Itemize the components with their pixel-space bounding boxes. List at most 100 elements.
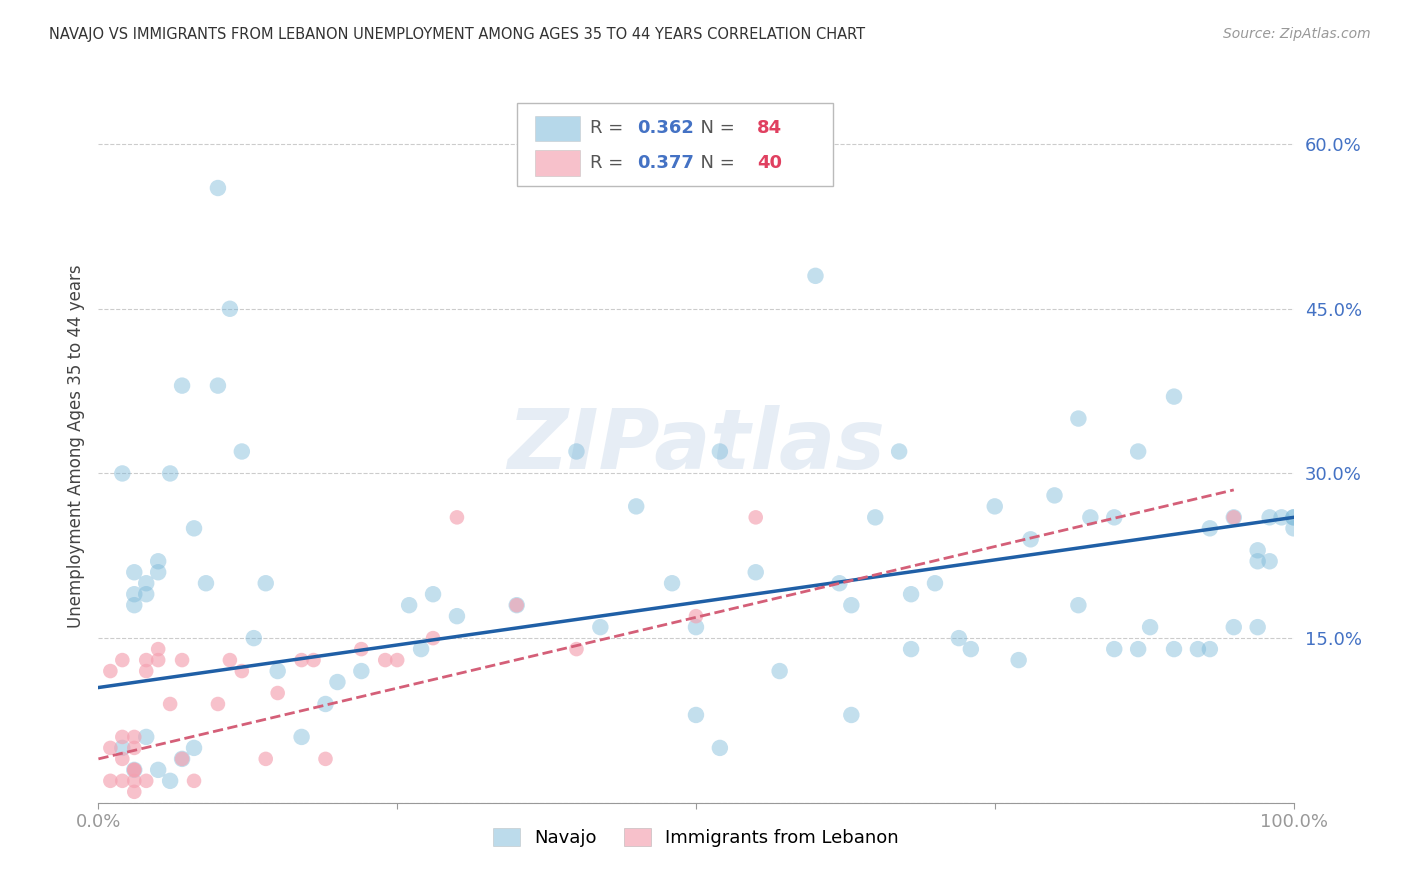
Point — [172, 378, 194, 392]
Point — [135, 664, 157, 678]
Point — [159, 697, 181, 711]
Point — [685, 609, 707, 624]
Point — [124, 730, 146, 744]
Point — [900, 587, 922, 601]
Text: ZIPatlas: ZIPatlas — [508, 406, 884, 486]
Point — [1163, 390, 1185, 404]
Point — [124, 773, 146, 788]
Point — [1067, 411, 1090, 425]
Point — [231, 444, 253, 458]
Point — [385, 653, 409, 667]
Point — [446, 510, 468, 524]
Point — [124, 785, 146, 799]
Point — [1247, 620, 1270, 634]
Point — [207, 181, 229, 195]
Point — [124, 566, 146, 580]
Point — [172, 752, 194, 766]
Point — [243, 631, 266, 645]
Point — [148, 554, 170, 568]
Point — [1282, 521, 1305, 535]
Point — [1187, 642, 1209, 657]
Point — [267, 664, 290, 678]
Point — [195, 576, 218, 591]
Point — [1247, 554, 1270, 568]
Point — [828, 576, 851, 591]
Point — [841, 598, 863, 612]
Point — [124, 740, 146, 755]
Text: 40: 40 — [756, 153, 782, 171]
FancyBboxPatch shape — [517, 103, 834, 186]
Point — [124, 763, 146, 777]
Point — [183, 521, 205, 535]
Point — [1271, 510, 1294, 524]
Point — [302, 653, 325, 667]
Point — [135, 576, 157, 591]
Point — [111, 752, 134, 766]
Point — [1139, 620, 1161, 634]
Point — [374, 653, 396, 667]
Point — [1282, 510, 1305, 524]
Point — [111, 730, 134, 744]
Point — [291, 653, 314, 667]
Point — [924, 576, 946, 591]
Point — [565, 642, 588, 657]
Point — [685, 620, 707, 634]
Point — [1282, 510, 1305, 524]
Point — [1258, 510, 1281, 524]
Point — [1104, 642, 1126, 657]
Point — [709, 740, 731, 755]
Text: R =: R = — [589, 120, 628, 137]
Text: N =: N = — [689, 153, 741, 171]
Point — [841, 708, 863, 723]
Point — [865, 510, 887, 524]
Point — [709, 444, 731, 458]
Point — [98, 773, 122, 788]
Point — [124, 587, 146, 601]
Point — [183, 740, 205, 755]
Point — [1008, 653, 1031, 667]
Legend: Navajo, Immigrants from Lebanon: Navajo, Immigrants from Lebanon — [485, 822, 907, 855]
Point — [219, 653, 242, 667]
Point — [124, 763, 146, 777]
Point — [804, 268, 827, 283]
Point — [135, 587, 157, 601]
Point — [1223, 510, 1246, 524]
Point — [960, 642, 983, 657]
Point — [98, 664, 122, 678]
Point — [1223, 510, 1246, 524]
Point — [1128, 444, 1150, 458]
Point — [315, 697, 337, 711]
Point — [135, 653, 157, 667]
Point — [291, 730, 314, 744]
Point — [398, 598, 420, 612]
Point — [183, 773, 205, 788]
Point — [1067, 598, 1090, 612]
Text: N =: N = — [689, 120, 741, 137]
Point — [254, 752, 277, 766]
Point — [1043, 488, 1066, 502]
Point — [231, 664, 253, 678]
Point — [685, 708, 707, 723]
Point — [350, 642, 373, 657]
Point — [422, 587, 444, 601]
Point — [565, 444, 588, 458]
Point — [135, 773, 157, 788]
Point — [1104, 510, 1126, 524]
Point — [506, 598, 529, 612]
Point — [745, 566, 768, 580]
Point — [148, 642, 170, 657]
Point — [626, 500, 648, 514]
Point — [1223, 620, 1246, 634]
Point — [315, 752, 337, 766]
Point — [135, 730, 157, 744]
Point — [172, 653, 194, 667]
Text: 84: 84 — [756, 120, 782, 137]
Point — [1080, 510, 1102, 524]
Point — [506, 598, 529, 612]
Text: Source: ZipAtlas.com: Source: ZipAtlas.com — [1223, 27, 1371, 41]
FancyBboxPatch shape — [534, 150, 581, 176]
Point — [889, 444, 911, 458]
Point — [1258, 554, 1281, 568]
Point — [254, 576, 277, 591]
Point — [1199, 642, 1222, 657]
